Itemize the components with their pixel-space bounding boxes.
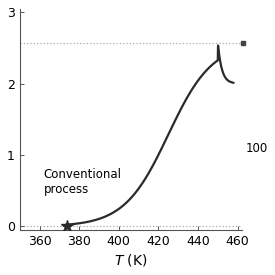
Text: Conventional
process: Conventional process	[43, 168, 122, 196]
X-axis label: $T$ (K): $T$ (K)	[114, 252, 147, 268]
Text: 100: 100	[246, 142, 268, 155]
